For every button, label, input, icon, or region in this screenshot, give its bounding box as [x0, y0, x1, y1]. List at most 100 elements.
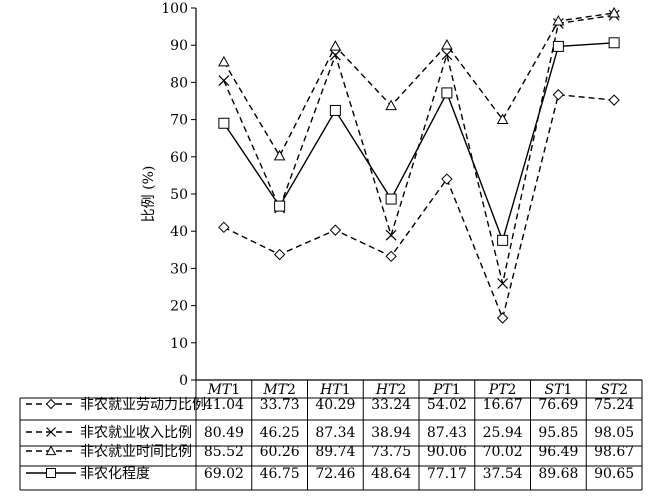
data-label: 72.46: [315, 466, 355, 482]
legend-marker-4: [46, 468, 56, 478]
series-2-point-stroke: [497, 278, 509, 289]
y-tick-label: 70: [170, 113, 188, 129]
data-label: 75.24: [594, 397, 634, 413]
y-tick-label: 30: [170, 261, 188, 277]
legend-label-1: 非农就业劳动力比例: [80, 397, 206, 413]
data-label: 16.67: [483, 397, 523, 413]
y-tick-label: 60: [170, 150, 188, 166]
data-label: 90.06: [427, 444, 467, 460]
series-4-point: [608, 37, 620, 49]
data-label: 46.25: [260, 425, 300, 441]
series-4-point: [497, 234, 509, 246]
data-label: 77.17: [427, 466, 467, 482]
series-3-point: [329, 40, 342, 51]
x-tick-label-prefix: PT: [488, 382, 509, 398]
data-label: 60.26: [260, 444, 300, 460]
x-tick-label: PT1: [432, 382, 461, 398]
legend-marker-2-stroke: [46, 427, 56, 437]
legend-label-2: 非农就业收入比例: [80, 425, 192, 441]
data-label: 89.68: [538, 466, 578, 482]
legend-marker-3: [45, 445, 57, 456]
series-2-point-stroke: [385, 229, 397, 241]
x-tick-label-prefix: MT: [207, 382, 233, 398]
series-3-point: [273, 149, 286, 161]
series-1-point: [608, 94, 620, 106]
x-tick-label: ST1: [544, 382, 572, 398]
data-label: 90.65: [594, 466, 634, 482]
x-tick-label-prefix: MT: [262, 382, 288, 398]
x-tick-label-prefix: ST: [600, 382, 621, 398]
series-1-point: [273, 248, 286, 261]
data-label: 85.52: [204, 444, 244, 460]
data-label: 69.02: [204, 466, 244, 482]
series-2-point-stroke: [441, 49, 453, 61]
y-tick-label: 80: [170, 75, 188, 91]
series-4-point: [385, 193, 397, 205]
data-label: 25.94: [483, 425, 523, 441]
series-1-point: [218, 221, 230, 234]
series-2-point: [441, 49, 453, 61]
x-tick-label: MT1: [207, 382, 241, 398]
series-4-point: [218, 117, 230, 129]
series-4-point: [274, 200, 286, 212]
series-2-point: [218, 75, 230, 87]
x-tick-label: ST2: [600, 382, 628, 398]
y-tick-label: 40: [170, 224, 188, 240]
series-1-point: [496, 312, 509, 324]
data-label: 46.75: [260, 466, 300, 482]
x-tick-label: MT2: [262, 382, 296, 398]
data-label: 89.74: [315, 444, 355, 460]
series-3-point: [385, 99, 397, 111]
x-tick-label-prefix: PT: [432, 382, 453, 398]
x-tick-label: PT2: [488, 382, 517, 398]
x-tick-label-suffix: 2: [619, 382, 628, 398]
x-tick-label-suffix: 2: [508, 382, 517, 398]
series-2-point-stroke: [218, 75, 230, 87]
series-2-point: [497, 278, 509, 289]
y-tick-label: 10: [170, 336, 188, 352]
x-tick-label-prefix: HT: [319, 382, 343, 398]
series-1-point: [329, 224, 342, 236]
series-3-point: [218, 55, 230, 67]
x-tick-label-suffix: 2: [397, 382, 406, 398]
series-3-point: [441, 38, 453, 50]
data-label: 33.24: [371, 397, 411, 413]
data-label: 73.75: [371, 444, 411, 460]
series-3-point: [552, 15, 565, 26]
x-tick-label-suffix: 1: [563, 382, 572, 398]
legend-marker-2: [46, 427, 56, 437]
y-tick-label: 100: [161, 1, 188, 17]
x-tick-label-suffix: 1: [231, 382, 240, 398]
data-label: 96.49: [538, 444, 578, 460]
x-tick-label-prefix: HT: [375, 382, 399, 398]
x-tick-label: HT2: [375, 382, 406, 398]
series-2-point-stroke: [329, 49, 341, 61]
series-line-1: [223, 93, 615, 321]
y-tick-label: 0: [179, 373, 188, 389]
series-2-point: [385, 229, 397, 241]
data-label: 41.04: [204, 397, 244, 413]
legend-label-3: 非农就业时间比例: [80, 444, 192, 460]
data-label: 38.94: [371, 425, 411, 441]
data-label: 33.73: [260, 397, 300, 413]
data-label: 95.85: [538, 425, 578, 441]
series-4-point: [441, 87, 453, 99]
data-label: 98.67: [594, 444, 634, 460]
series-line-3: [223, 12, 615, 158]
y-axis-label: 比例 (%): [141, 166, 157, 223]
data-label: 54.02: [427, 397, 467, 413]
legend-marker-1: [45, 398, 57, 410]
y-tick-label: 50: [170, 187, 188, 203]
x-tick-label-suffix: 2: [287, 382, 296, 398]
data-label: 37.54: [483, 466, 523, 482]
data-label: 80.49: [204, 425, 244, 441]
data-label: 98.05: [594, 425, 634, 441]
data-label: 76.69: [538, 397, 578, 413]
series-3-point: [496, 113, 509, 125]
data-label: 87.34: [315, 425, 355, 441]
series-4-point: [329, 104, 341, 116]
data-label: 40.29: [315, 397, 355, 413]
series-1-point: [385, 250, 397, 263]
x-tick-label-prefix: ST: [544, 382, 565, 398]
